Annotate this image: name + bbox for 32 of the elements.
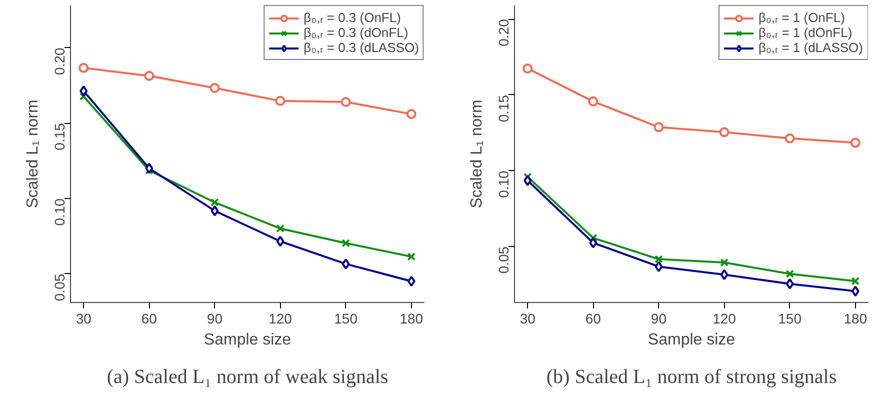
y-tick-label: 0.10 [496,170,512,198]
legend-label: β₀,ᵣ = 1 (OnFL) [758,10,845,25]
legend-label: β₀,ᵣ = 0.3 (dOnFL) [304,25,408,40]
y-tick-label: 0.15 [496,94,512,122]
x-tick-label: 180 [400,310,424,326]
y-tick-label: 0.05 [52,274,68,302]
x-tick-label: 120 [268,310,292,326]
x-tick-label: 150 [778,310,802,326]
text: (a) Scaled L₁ norm of weak signals [106,366,388,388]
x-axis-title: Sample size [204,332,292,348]
x-tick-label: 90 [650,310,667,326]
x-tick-label: 60 [585,310,602,326]
x-tick-label: 180 [844,310,868,326]
x-tick-label: 60 [141,310,158,326]
text: (b) Scaled L₁ norm of strong signals [546,366,837,388]
x-tick-label: 30 [520,310,536,326]
x-tick-label: 150 [334,310,358,326]
y-tick-label: 0.10 [52,198,68,226]
legend-label: β₀,ᵣ = 0.3 (OnFL) [304,10,401,25]
legend-label: β₀,ᵣ = 1 (dOnFL) [758,25,852,40]
x-tick-label: 30 [76,310,92,326]
x-tick-label: 90 [206,310,223,326]
x-tick-label: 120 [712,310,736,326]
legend-label: β₀,ᵣ = 1 (dLASSO) [758,40,863,55]
y-axis-title: Scaled L₁ norm [468,100,486,208]
legend-label: β₀,ᵣ = 0.3 (dLASSO) [304,40,419,55]
y-tick-label: 0.20 [52,48,68,75]
y-tick-label: 0.15 [52,122,68,150]
x-axis-title: Sample size [648,332,736,348]
y-tick-label: 0.20 [496,18,512,46]
y-tick-label: 0.05 [496,246,512,274]
y-axis-title: Scaled L₁ norm [24,100,42,208]
